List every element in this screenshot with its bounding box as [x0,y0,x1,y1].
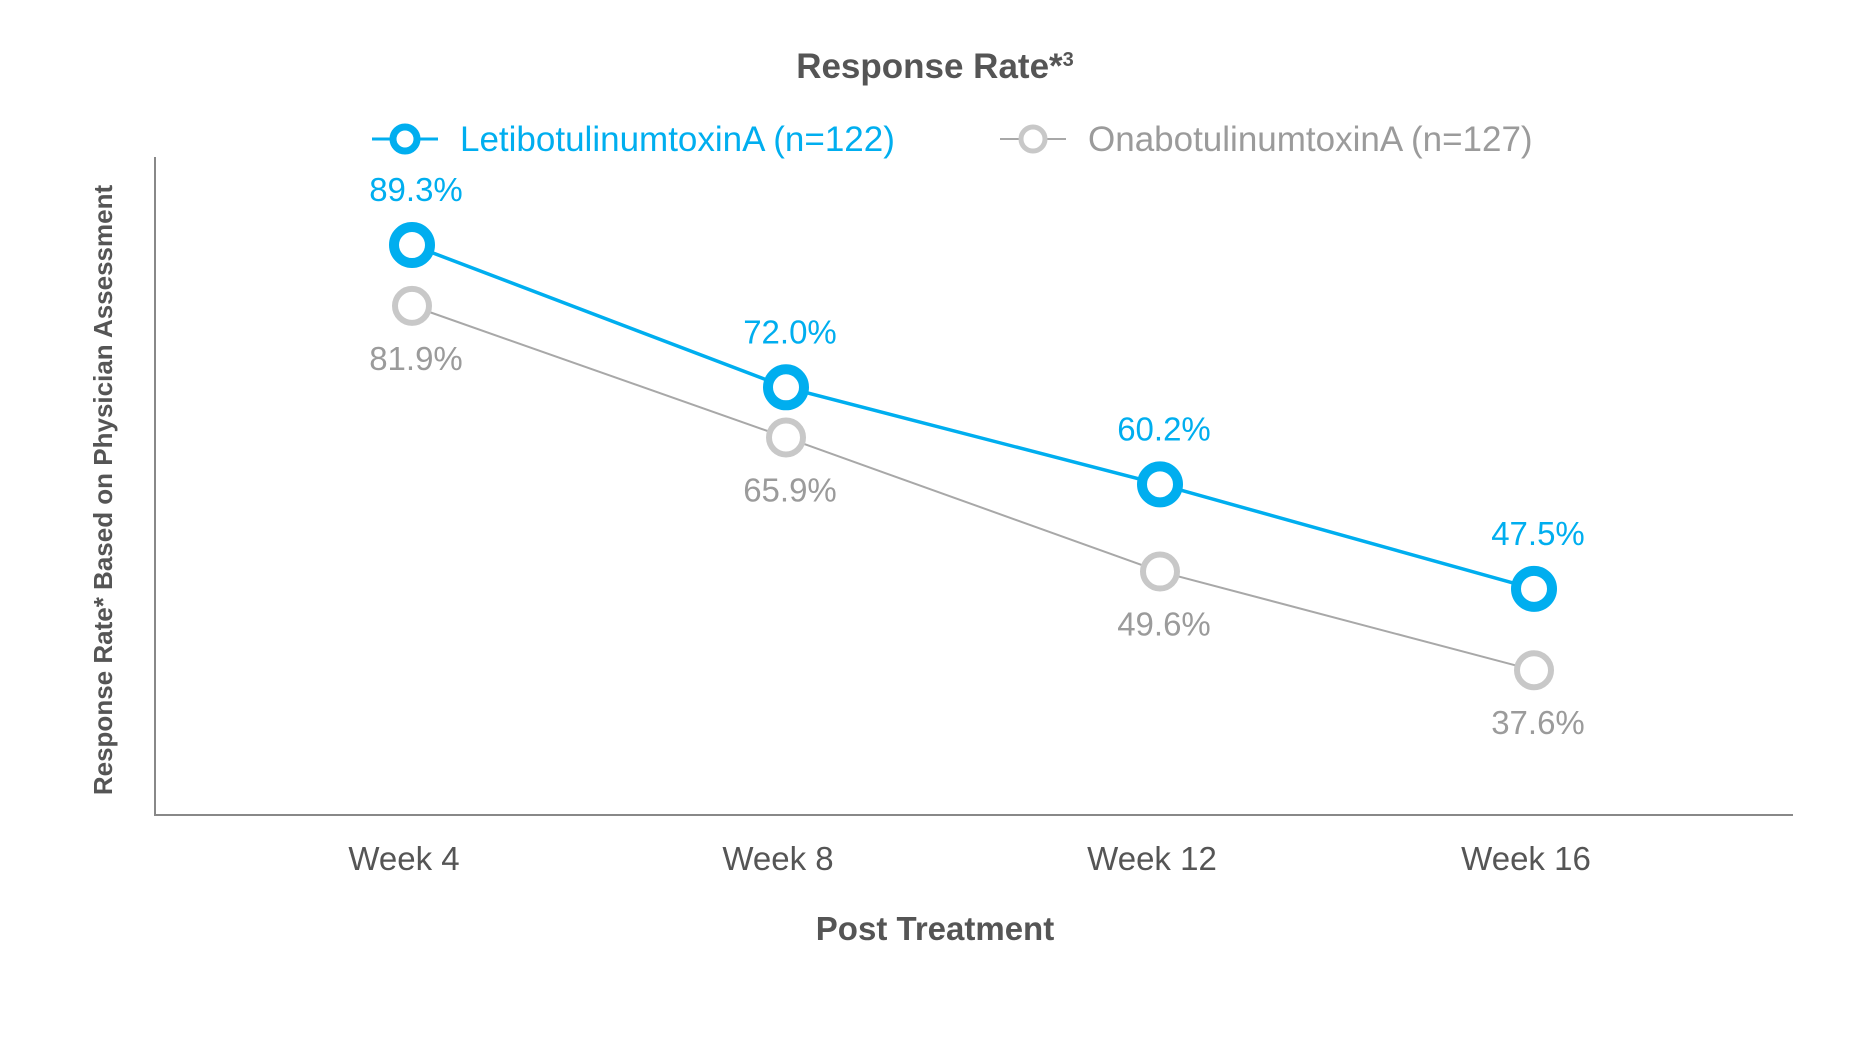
legend-marker [1018,124,1048,154]
chart-title-text: Response Rate* [796,47,1063,86]
data-point [766,417,806,458]
series-line [411,304,1535,672]
legend-label: OnabotulinumtoxinA (n=127) [1088,120,1533,159]
chart-title-superscript: 3 [1063,49,1074,71]
x-axis-label: Post Treatment [816,910,1054,947]
data-point [763,364,809,411]
data-point [389,222,435,269]
x-tick-label: Week 4 [348,840,459,877]
data-point [1140,551,1180,592]
data-label: 37.6% [1491,704,1585,741]
data-label: 81.9% [369,340,463,377]
series-letibotulinumtoxina: 89.3% 72.0% 60.2% 47.5% [369,171,1585,612]
x-tick-label: Week 12 [1087,840,1217,877]
legend: LetibotulinumtoxinA (n=122) Onabotulinumt… [372,120,1533,159]
series-line [411,243,1535,591]
data-label: 49.6% [1117,606,1211,643]
data-label: 89.3% [369,171,463,208]
x-tick-labels: Week 4 Week 8 Week 12 Week 16 [348,840,1590,877]
data-point [1511,565,1557,612]
data-point [392,285,432,326]
x-tick-label: Week 8 [722,840,833,877]
series-onabotulinumtoxina: 81.9% 65.9% 49.6% 37.6% [369,285,1585,741]
data-point [1137,461,1183,508]
data-label: 65.9% [743,471,837,508]
y-axis-label: Response Rate* Based on Physician Assess… [88,185,118,796]
data-point [1514,650,1554,691]
x-tick-label: Week 16 [1461,840,1591,877]
data-label: 72.0% [743,313,837,350]
legend-item: OnabotulinumtoxinA (n=127) [1000,120,1533,159]
legend-item: LetibotulinumtoxinA (n=122) [372,120,895,159]
legend-marker [389,123,421,155]
data-label: 47.5% [1491,515,1585,552]
data-label: 60.2% [1117,410,1211,447]
series-layer: 81.9% 65.9% 49.6% 37.6% 89.3% 72.0% 60.2% 47.5% [369,171,1585,741]
legend-label: LetibotulinumtoxinA (n=122) [460,120,895,159]
chart-title: Response Rate*3 [796,47,1074,86]
